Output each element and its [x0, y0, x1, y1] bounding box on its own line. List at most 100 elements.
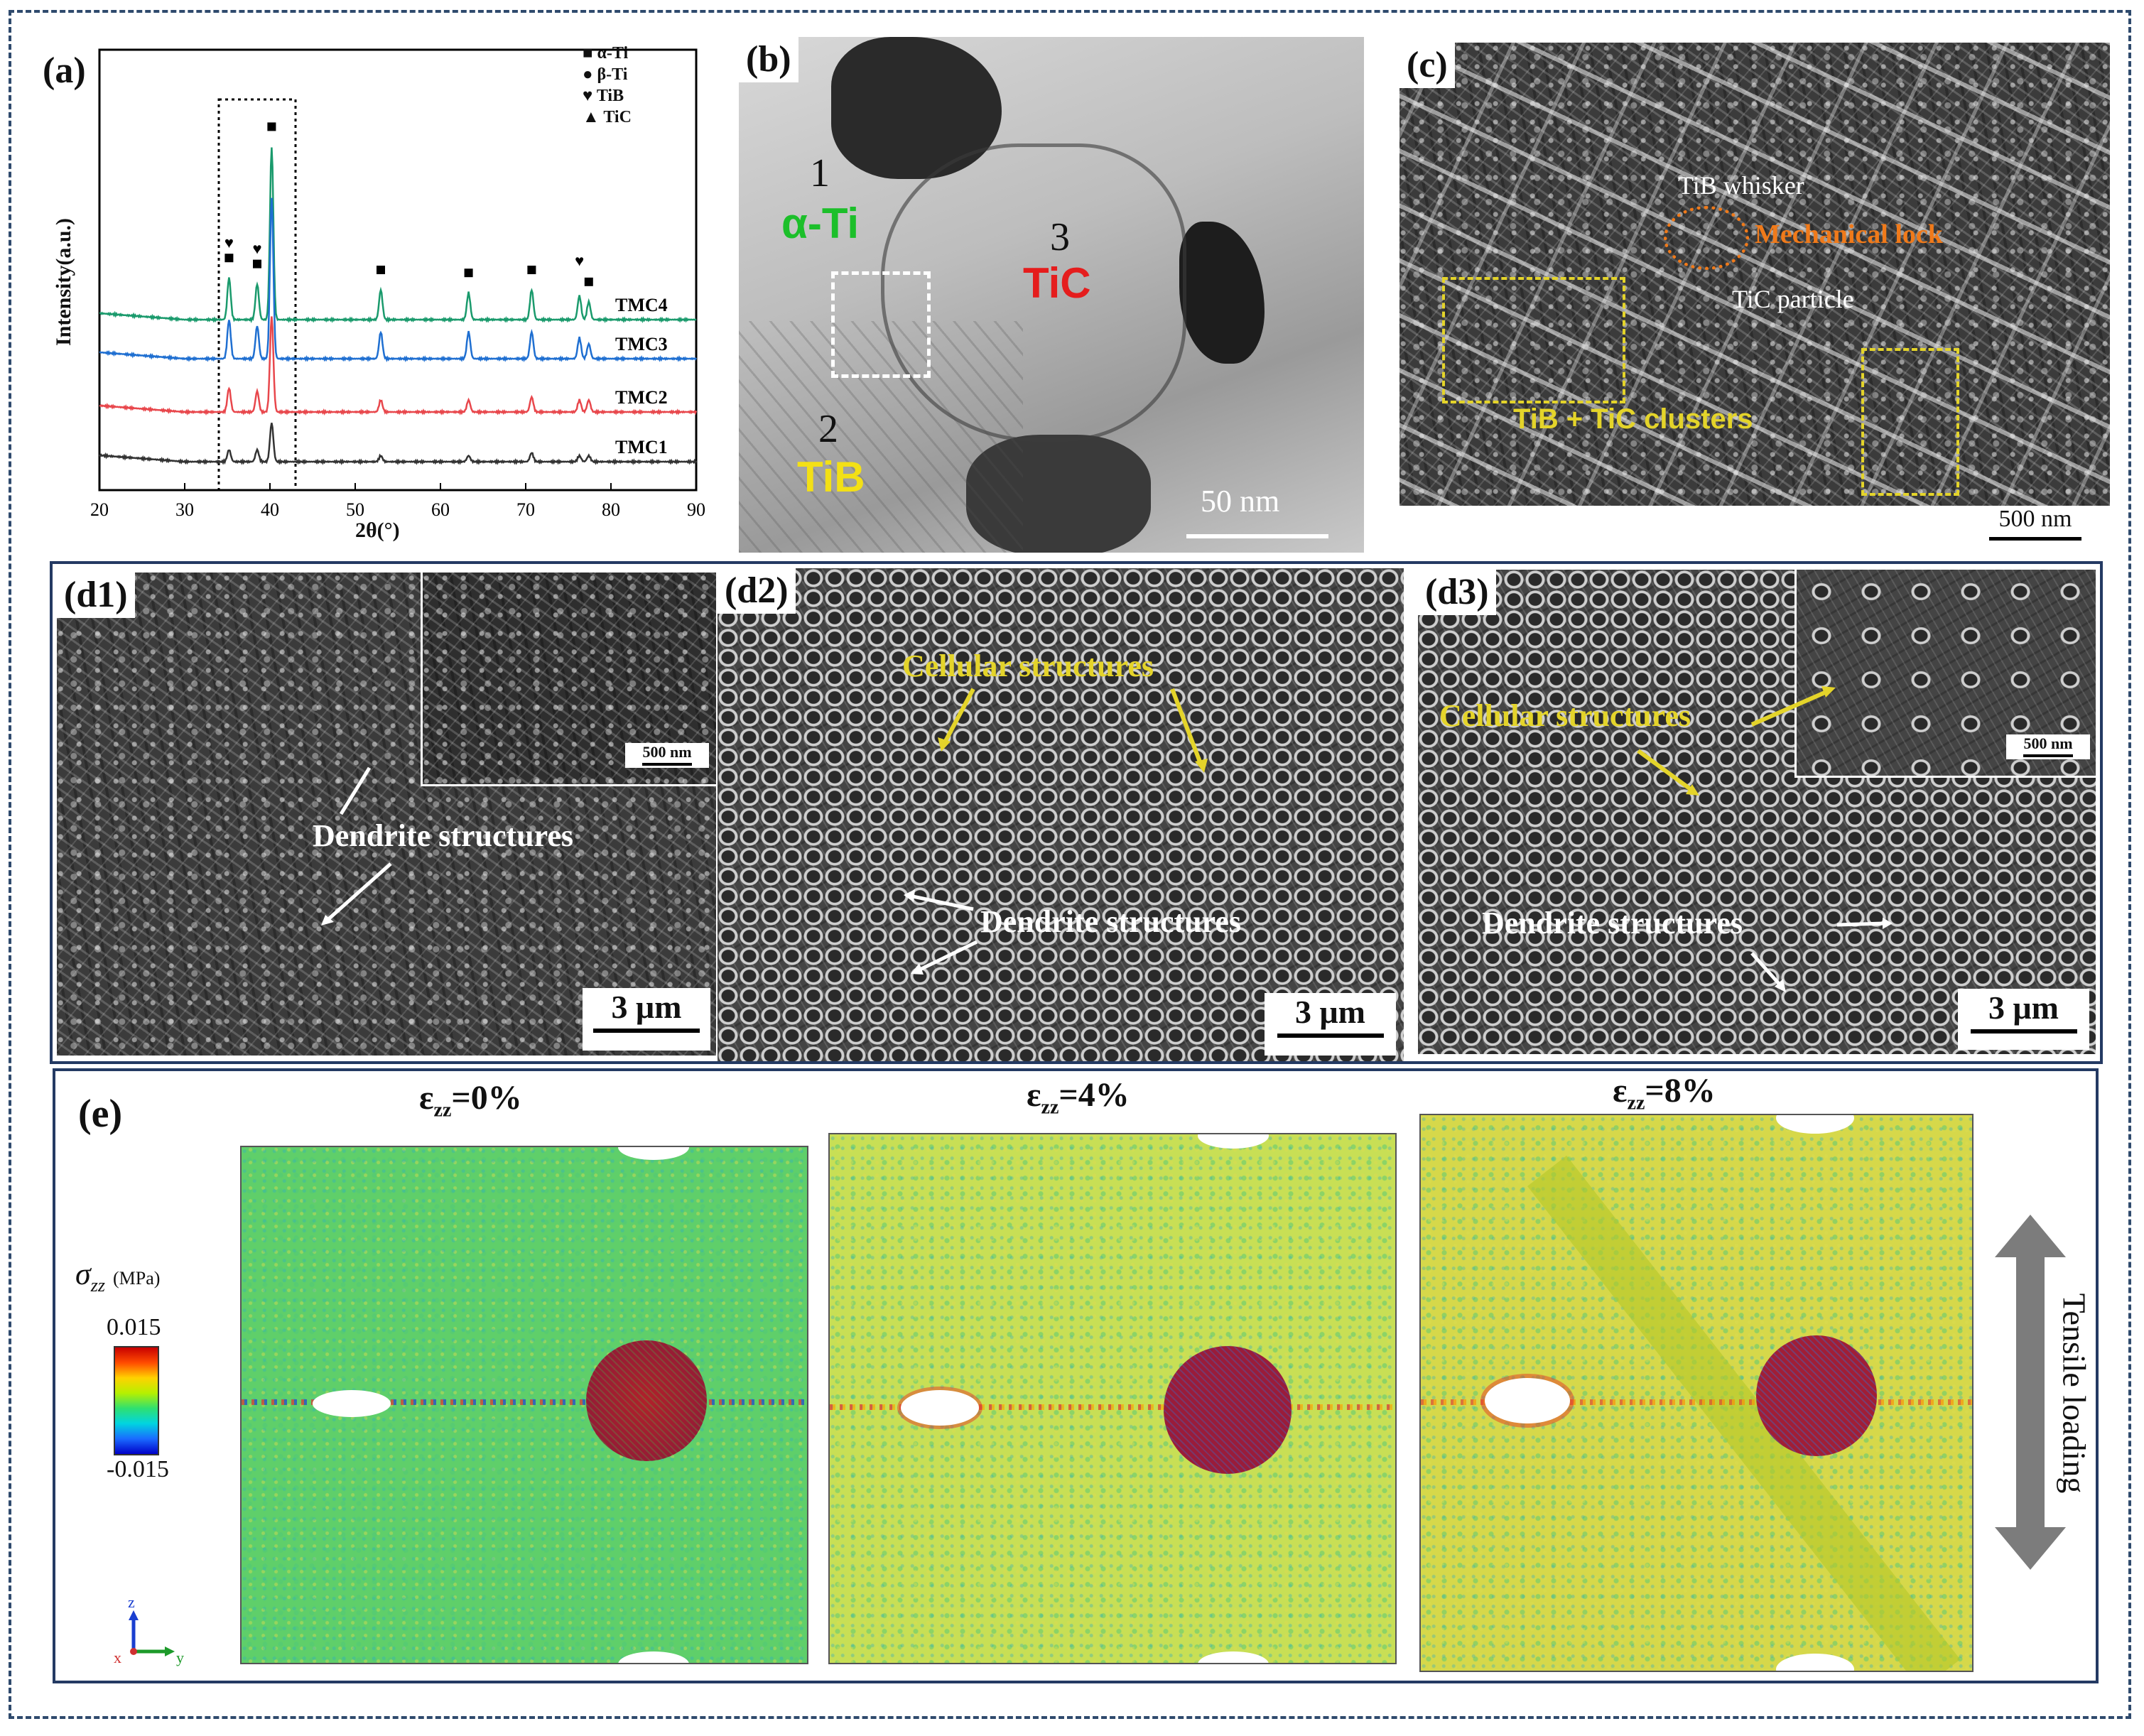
void-left	[313, 1390, 391, 1417]
d1-inset-scale: 500 nm	[625, 743, 709, 768]
crack-line	[242, 1399, 807, 1405]
xrd-xtick-label: 70	[516, 499, 535, 520]
tib-marker: ♥	[252, 240, 261, 258]
xrd-xlabel: 2θ(°)	[355, 519, 400, 542]
alpha-ti-marker	[253, 259, 261, 268]
xrd-series-tmc3	[99, 197, 698, 363]
label-tic: TiC	[1023, 259, 1091, 307]
d1-inset	[421, 573, 716, 786]
tib-marker: ♥	[224, 234, 234, 251]
particle-inclusion	[586, 1340, 707, 1461]
tib-lamellae	[739, 321, 1023, 553]
colorbar-title: σzz (MPa)	[75, 1257, 161, 1296]
legend-beta-ti: ● β-Ti	[583, 65, 628, 84]
xrd-legend: ■ α-Ti ● β-Ti ♥ TiB ▲ TiC	[583, 43, 632, 128]
crack-line	[1421, 1399, 1972, 1405]
xrd-series-label: TMC1	[615, 437, 668, 457]
lock-circle	[1664, 206, 1749, 270]
strain-title-8: εzz=8%	[1613, 1072, 1716, 1114]
panel-e-frame	[53, 1068, 2099, 1683]
scale-bar-text: 50 nm	[1201, 484, 1280, 519]
void-top	[1198, 1134, 1269, 1149]
tensile-loading-arrow	[1995, 1215, 2066, 1570]
label-2: 2	[818, 407, 838, 451]
cluster-box	[1861, 348, 1959, 496]
legend-tic: ▲ TiC	[583, 108, 632, 126]
xrd-xtick-label: 90	[687, 499, 705, 520]
alpha-ti-marker	[584, 277, 593, 286]
legend-alpha-ti: ■ α-Ti	[583, 44, 629, 63]
stress-map-0pct	[240, 1146, 808, 1664]
label-cellular: Cellular structures	[902, 649, 1154, 683]
void-left	[1485, 1378, 1570, 1423]
panel-c-sem-image: TiB whisker Mechanical lock TiC particle…	[1399, 43, 2110, 506]
panel-c-label: (c)	[1399, 43, 1455, 88]
xrd-xtick-label: 20	[90, 499, 109, 520]
whisker-highlights	[1399, 43, 2110, 506]
xrd-xtick-label: 50	[346, 499, 364, 520]
label-dendrite: Dendrite structures	[1482, 906, 1743, 940]
void-bottom	[1776, 1654, 1854, 1671]
stress-map-4pct	[828, 1133, 1397, 1664]
xrd-xtick-label: 60	[431, 499, 450, 520]
void-top	[1776, 1115, 1854, 1134]
figure-outer-frame	[9, 10, 2131, 1719]
panel-a-label: (a)	[43, 50, 86, 91]
xrd-dotted-box	[217, 98, 297, 492]
tem-dark-region	[966, 435, 1151, 553]
xrd-series-label: TMC3	[615, 334, 668, 354]
xrd-xtick-label: 40	[261, 499, 279, 520]
colorbar-min: -0.015	[107, 1456, 169, 1482]
tem-dark-region	[1179, 222, 1265, 364]
stress-map-8pct	[1419, 1114, 1974, 1672]
alpha-ti-marker	[377, 266, 385, 274]
void-left	[901, 1390, 979, 1426]
panel-a: (a) 20 30 40 50 60 70 80 90 TMC4 TMC3 TMC2 TMC1 ♥ ♥…	[43, 36, 718, 547]
cluster-box	[1442, 277, 1625, 403]
label-tic-particle: TiC particle	[1732, 285, 1854, 313]
axis-z-label: z	[128, 1595, 135, 1611]
panel-e-label: (e)	[78, 1092, 123, 1136]
particle-inclusion	[1756, 1335, 1877, 1456]
axis-x-label: x	[114, 1649, 121, 1666]
label-clusters: TiB + TiC clusters	[1513, 403, 1753, 435]
alpha-ti-marker	[527, 266, 536, 274]
panel-d1-label: (d1)	[57, 573, 135, 618]
panel-d3-label: (d3)	[1418, 570, 1496, 615]
selection-box	[831, 271, 931, 378]
alpha-ti-marker	[267, 122, 276, 131]
label-mechanical-lock: Mechanical lock	[1755, 219, 1943, 249]
xrd-series-tmc4	[99, 147, 697, 324]
particle-inclusion	[1164, 1346, 1292, 1474]
panel-d3-sem-image: 500 nm Cellular structures Dendrite stru…	[1418, 570, 2096, 1054]
panel-d-frame	[50, 561, 2103, 1064]
panel-b-tem-image: 1 α-Ti 3 TiC 2 TiB 50 nm (b)	[739, 37, 1364, 553]
d2-arrows	[904, 688, 1208, 975]
xrd-chart: 20 30 40 50 60 70 80 90 TMC4 TMC3 TMC2 TMC1 ♥ ♥ ♥	[90, 48, 705, 520]
xrd-ylabel: Intensity(a.u.)	[52, 218, 75, 347]
colorbar	[114, 1346, 159, 1455]
label-tib: TiB	[797, 453, 865, 501]
void-bottom	[618, 1651, 689, 1663]
axis-triad: z x y	[114, 1595, 184, 1666]
panel-b-label: (b)	[739, 37, 798, 82]
legend-tib: ♥ TiB	[583, 87, 624, 105]
tic-grain-outline	[881, 143, 1186, 442]
label-3: 3	[1050, 215, 1070, 259]
panel-d1-sem-image: 500 nm Dendrite structures 3 μm (d1)	[57, 573, 716, 1056]
crack-line	[830, 1404, 1395, 1410]
xrd-xtick-label: 80	[602, 499, 620, 520]
xrd-series-label: TMC2	[615, 387, 668, 408]
scale-bar-line	[1989, 537, 2081, 541]
scale-bar-line	[1186, 534, 1328, 538]
panel-d2-label: (d2)	[718, 568, 796, 614]
label-tib-whisker: TiB whisker	[1678, 171, 1804, 200]
tib-marker: ♥	[575, 251, 584, 269]
label-alpha-ti: α-Ti	[781, 200, 860, 247]
label-1: 1	[810, 151, 830, 195]
panel-d2-sem-image: Cellular structures Dendrite structures …	[718, 568, 1404, 1061]
panel-c-scale: 500 nm	[1961, 506, 2110, 550]
alpha-ti-marker	[224, 254, 234, 263]
colorbar-max: 0.015	[107, 1314, 161, 1340]
d1-scale: 3 μm	[583, 988, 710, 1051]
